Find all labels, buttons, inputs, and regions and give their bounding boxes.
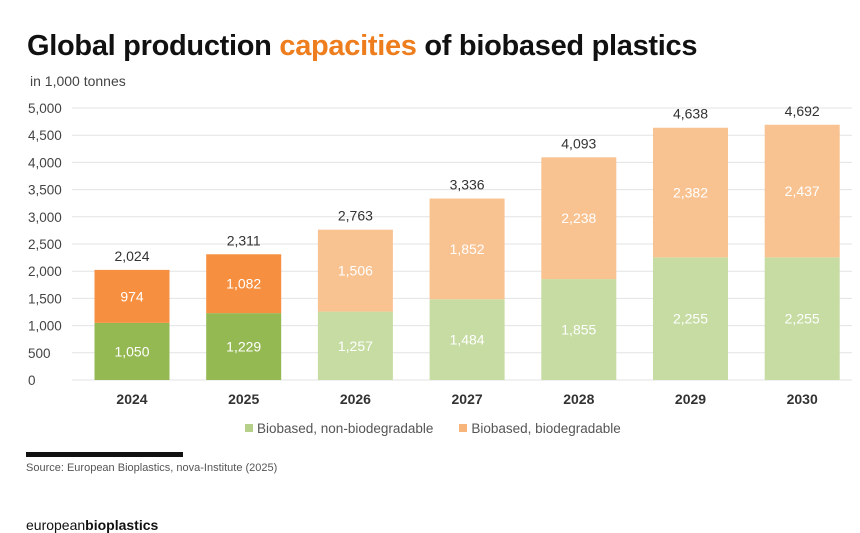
- bar-biodegradable: [541, 157, 617, 280]
- bar-biodegradable: [653, 127, 728, 258]
- logo-text-bold: bioplastics: [85, 517, 159, 533]
- x-tick-label: 2029: [675, 391, 706, 407]
- data-label: 1,506: [338, 263, 373, 279]
- title-part: Global production: [27, 30, 280, 62]
- legend-label: Biobased, non-biodegradable: [257, 421, 434, 436]
- chart-title: Global production capacities of biobased…: [27, 30, 697, 63]
- data-label: 1,852: [450, 241, 485, 257]
- x-tick-label: 2025: [228, 391, 259, 407]
- total-label: 2,763: [338, 208, 373, 224]
- bar-non-biodegradable: [653, 257, 728, 380]
- y-tick-label: 500: [28, 346, 51, 361]
- divider: [26, 452, 183, 457]
- legend-swatch: [245, 424, 253, 432]
- data-label: 1,082: [226, 276, 261, 292]
- total-label: 3,336: [450, 177, 485, 193]
- total-label: 2,024: [114, 248, 149, 264]
- bar-biodegradable: [206, 254, 282, 314]
- bar-non-biodegradable: [206, 313, 282, 380]
- legend-label: Biobased, biodegradable: [471, 421, 621, 436]
- total-label: 4,638: [673, 106, 708, 122]
- legend: Biobased, non-biodegradable Biobased, bi…: [245, 421, 621, 436]
- y-tick-label: 5,000: [28, 101, 62, 116]
- bar-biodegradable: [764, 124, 840, 258]
- y-tick-label: 3,000: [28, 210, 62, 225]
- y-tick-label: 2,500: [28, 237, 62, 252]
- y-tick-label: 1,000: [28, 319, 62, 334]
- bar-non-biodegradable: [541, 279, 617, 380]
- data-label: 1,484: [450, 332, 485, 348]
- x-tick-label: 2026: [340, 391, 371, 407]
- x-tick-label: 2028: [563, 391, 594, 407]
- data-label: 2,437: [785, 183, 820, 199]
- bar-biodegradable: [429, 198, 505, 300]
- data-label: 2,255: [785, 311, 820, 327]
- y-tick-label: 4,000: [28, 155, 62, 170]
- x-tick-label: 2024: [116, 391, 147, 407]
- title-part: of biobased plastics: [416, 30, 698, 62]
- legend-item-non-biodegradable: Biobased, non-biodegradable: [245, 421, 433, 436]
- total-label: 4,692: [785, 103, 820, 119]
- bar-biodegradable: [317, 229, 393, 312]
- unit-label: in 1,000 tonnes: [30, 73, 126, 89]
- x-tick-label: 2027: [452, 391, 483, 407]
- x-tick-label: 2030: [787, 391, 818, 407]
- bar-biodegradable: [94, 269, 170, 323]
- data-label: 2,255: [673, 311, 708, 327]
- bar-non-biodegradable: [429, 299, 505, 380]
- source-note: Source: European Bioplastics, nova-Insti…: [26, 462, 278, 474]
- data-label: 1,050: [114, 343, 149, 359]
- y-tick-label: 4,500: [28, 128, 62, 143]
- data-label: 2,382: [673, 185, 708, 201]
- logo: europeanbioplastics: [26, 517, 158, 533]
- total-label: 4,093: [561, 135, 596, 151]
- data-label: 1,229: [226, 339, 261, 355]
- bar-non-biodegradable: [317, 311, 393, 380]
- bar-non-biodegradable: [764, 257, 840, 380]
- data-label: 1,855: [561, 322, 596, 338]
- data-label: 974: [120, 288, 144, 304]
- y-tick-label: 0: [28, 373, 36, 388]
- bar-non-biodegradable: [94, 322, 170, 380]
- total-label: 2,311: [227, 232, 261, 248]
- legend-swatch: [459, 424, 468, 432]
- data-label: 2,238: [561, 210, 596, 226]
- y-tick-label: 2,000: [28, 264, 62, 279]
- y-tick-label: 3,500: [28, 183, 62, 198]
- legend-item-biodegradable: Biobased, biodegradable: [459, 421, 621, 436]
- logo-text: european: [26, 517, 86, 533]
- data-label: 1,257: [338, 338, 373, 354]
- title-highlight: capacities: [279, 30, 417, 62]
- y-tick-label: 1,500: [28, 291, 62, 306]
